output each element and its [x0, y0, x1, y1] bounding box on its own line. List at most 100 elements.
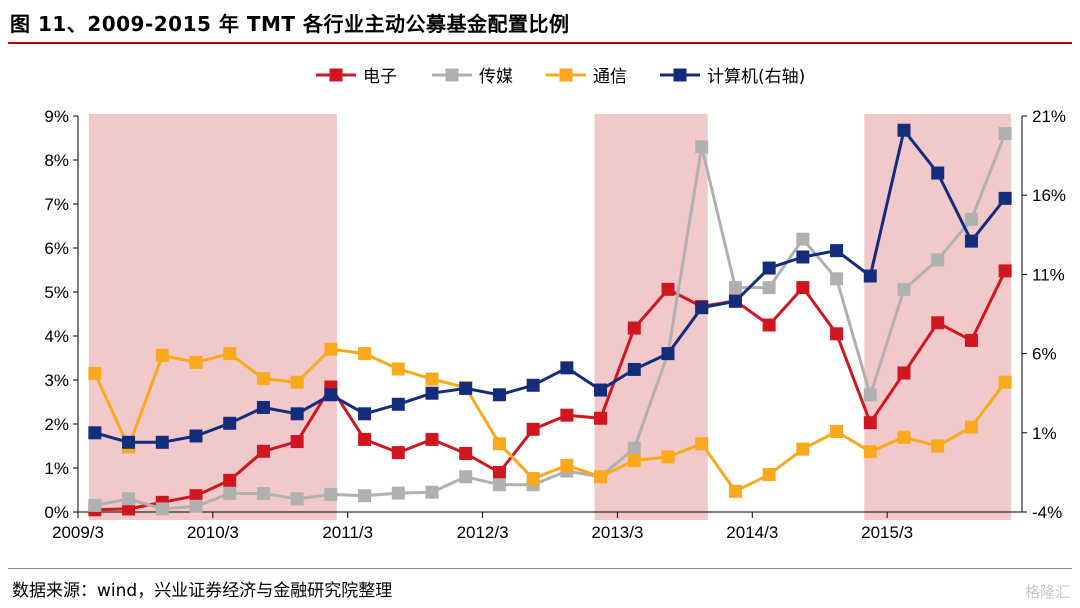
series-1-point [492, 465, 506, 479]
series-4-point [391, 397, 405, 411]
series-4-point [661, 347, 675, 361]
series-2-point [391, 486, 405, 500]
series-3-point [796, 442, 810, 456]
x-tick-label: 2009/3 [52, 523, 104, 542]
series-2-point [796, 232, 810, 246]
series-4-point [998, 191, 1012, 205]
x-tick-label: 2015/3 [861, 523, 913, 542]
series-4-point [223, 416, 237, 430]
series-3-point [324, 342, 338, 356]
series-1-point [189, 489, 203, 503]
x-tick-label: 2013/3 [591, 523, 643, 542]
series-1-point [661, 282, 675, 296]
series-4-point [931, 166, 945, 180]
series-3-point [290, 375, 304, 389]
series-1-point [762, 318, 776, 332]
series-2-point [762, 281, 776, 295]
series-line-4 [94, 128, 1007, 444]
x-tick-label: 2011/3 [322, 523, 373, 542]
series-3-point [492, 437, 506, 451]
series-4-point [560, 361, 574, 375]
series-3-point [88, 366, 102, 380]
series-2-point [695, 140, 709, 154]
series-2-point [897, 282, 911, 296]
series-3-point [526, 472, 540, 486]
y-left-tick-label: 1% [44, 459, 69, 478]
x-tick-label: 2012/3 [457, 523, 509, 542]
shaded-period-1 [88, 114, 337, 520]
series-1-point [964, 333, 978, 347]
series-4-point [358, 407, 372, 421]
series-3-point [627, 454, 641, 468]
series-2-point [931, 253, 945, 267]
series-1-point [796, 281, 810, 295]
legend-label-3: 通信 [593, 67, 627, 87]
series-2-point [122, 492, 136, 506]
series-4-point [256, 400, 270, 414]
y-right-tick-label: 16% [1032, 186, 1066, 205]
series-3-point [560, 458, 574, 472]
series-4-point [796, 250, 810, 264]
series-4-point [964, 234, 978, 248]
series-3-point [830, 424, 844, 438]
series-line-2 [94, 133, 1007, 511]
y-left-tick-label: 4% [44, 327, 69, 346]
y-left-tick-label: 2% [44, 415, 69, 434]
series-4-point [762, 261, 776, 275]
series-4-point [594, 383, 608, 397]
y-left-tick-label: 7% [44, 195, 69, 214]
x-tick-label: 2014/3 [726, 523, 778, 542]
legend-marker-1 [329, 68, 343, 82]
series-3-point [931, 439, 945, 453]
series-2-point [459, 470, 473, 484]
watermark: 格隆汇 [1024, 583, 1070, 601]
title-divider [8, 42, 1072, 44]
series-2-point [358, 489, 372, 503]
y-right-tick-label: 11% [1032, 265, 1065, 284]
series-3-point [695, 437, 709, 451]
legend-marker-3 [559, 68, 573, 82]
series-4-point [189, 429, 203, 443]
y-right-tick-label: 1% [1032, 424, 1057, 443]
series-3-point [728, 484, 742, 498]
series-4-point [492, 388, 506, 402]
series-1-point [863, 416, 877, 430]
shaded-period-2 [594, 114, 708, 520]
series-4-point [425, 386, 439, 400]
series-4-point [290, 407, 304, 421]
x-tick-label: 2010/3 [187, 523, 239, 542]
y-left-tick-label: 3% [44, 371, 69, 390]
series-2-point [728, 281, 742, 295]
y-right-tick-label: 21% [1032, 107, 1066, 126]
series-2-point [627, 441, 641, 455]
series-2-point [964, 212, 978, 226]
source-note: 数据来源：wind，兴业证券经济与金融研究院整理 [12, 581, 393, 601]
footer-divider [8, 568, 1072, 569]
series-4-point [324, 388, 338, 402]
legend-label-2: 传媒 [479, 67, 513, 87]
series-2-point [256, 487, 270, 501]
series-2-point [223, 487, 237, 501]
y-left-tick-label: 9% [44, 107, 69, 126]
series-1-point [897, 366, 911, 380]
series-1-point [391, 446, 405, 460]
series-line-3 [93, 347, 1007, 493]
series-3-point [964, 420, 978, 434]
series-4-point [122, 435, 136, 449]
series-3-point [155, 348, 169, 362]
series-1-point [830, 327, 844, 341]
series-4-point [695, 301, 709, 315]
series-1-point [122, 502, 136, 516]
y-left-tick-label: 8% [44, 151, 69, 170]
y-right-tick-label: -4% [1032, 503, 1062, 522]
series-3-point [998, 375, 1012, 389]
series-3-point [391, 362, 405, 376]
legend-marker-4 [673, 68, 687, 82]
series-1-point [425, 432, 439, 446]
y-left-tick-label: 0% [44, 503, 69, 522]
series-1-point [594, 411, 608, 425]
series-2-point [863, 388, 877, 402]
series-4-point [88, 426, 102, 440]
series-3-point [863, 445, 877, 459]
series-4-point [728, 294, 742, 308]
